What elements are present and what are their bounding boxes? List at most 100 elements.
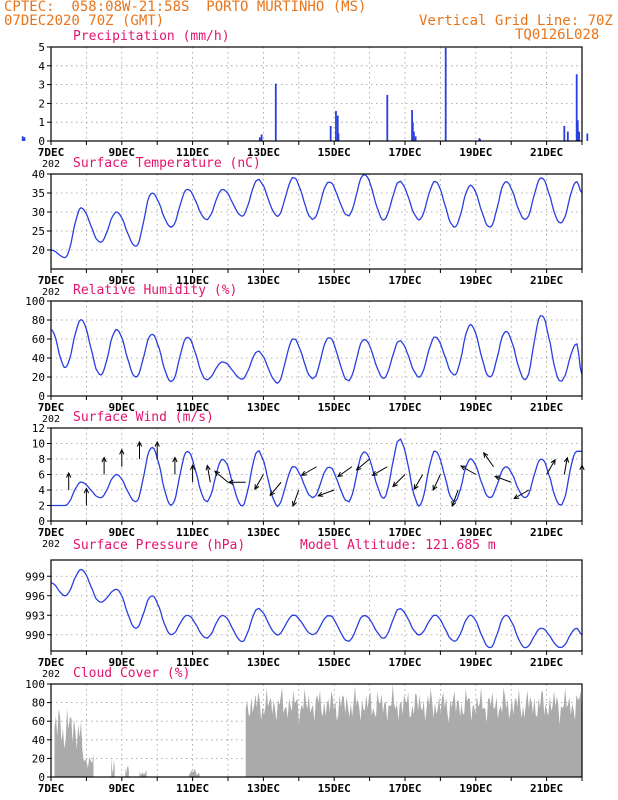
precip-bar	[586, 133, 589, 141]
header-grid-note: Vertical Grid Line: 70Z	[419, 13, 613, 29]
x-tick-label: 11DEC	[176, 526, 209, 539]
precip-bar	[336, 115, 339, 141]
x-tick-label: 13DEC	[247, 656, 280, 669]
x-tick-label: 11DEC	[176, 401, 209, 414]
x-tick-label: 21DEC	[530, 274, 563, 287]
panel-title: Relative Humidity (%)	[73, 283, 237, 298]
x-tick-label: 17DEC	[388, 526, 421, 539]
series-line	[50, 315, 583, 384]
wind-arrow	[318, 489, 335, 497]
x-tick-label: 7DEC	[38, 526, 65, 539]
wind-arrow	[413, 474, 424, 490]
wind-arrow-head	[172, 456, 178, 463]
y-tick-label: 4	[38, 484, 45, 497]
wind-arrow	[563, 457, 568, 475]
y-tick-label: 35	[32, 187, 45, 200]
precip-bar	[386, 94, 389, 141]
x-year-label: 202	[42, 669, 60, 680]
wind-arrow-head	[413, 484, 419, 491]
wind-arrow-head	[101, 456, 107, 463]
wind-arrow-head	[355, 465, 362, 471]
y-tick-label: 993	[25, 609, 45, 622]
x-tick-label: 13DEC	[247, 274, 280, 287]
wind-arrow	[301, 466, 317, 476]
cloud-cover-area	[189, 769, 200, 777]
wind-arrow-head	[451, 500, 457, 508]
precip-bar	[335, 110, 337, 141]
x-tick-label: 11DEC	[176, 656, 209, 669]
wind-arrow-head	[154, 440, 160, 447]
wind-arrow-head	[337, 471, 343, 478]
y-tick-label: 40	[32, 734, 45, 747]
wind-arrow-head	[371, 470, 378, 476]
y-tick-label: 80	[32, 697, 45, 710]
wind-arrow-head	[563, 456, 570, 463]
panel-title: Surface Pressure (hPa)	[73, 538, 245, 553]
y-tick-label: 30	[32, 206, 45, 219]
x-tick-label: 13DEC	[247, 146, 280, 159]
cloud-cover-area	[125, 765, 129, 777]
y-tick-label: 20	[32, 371, 45, 384]
panel-title: Surface Wind (m/s)	[73, 410, 214, 425]
wind-arrow-head	[66, 471, 72, 478]
x-tick-label: 9DEC	[109, 782, 136, 795]
panel-title: Surface Temperature (nC)	[73, 156, 261, 171]
x-tick-label: 21DEC	[530, 401, 563, 414]
wind-arrow	[460, 465, 477, 475]
wind-arrow-head	[483, 451, 489, 458]
x-tick-label: 9DEC	[109, 401, 136, 414]
x-tick-label: 7DEC	[38, 401, 65, 414]
y-tick-label: 100	[25, 295, 45, 308]
wind-arrow-head	[83, 487, 90, 494]
y-tick-label: 996	[25, 590, 45, 603]
y-tick-label: 999	[25, 570, 45, 583]
x-tick-label: 7DEC	[38, 782, 65, 795]
x-tick-label: 17DEC	[388, 274, 421, 287]
x-tick-label: 15DEC	[318, 656, 351, 669]
precip-bar	[258, 137, 261, 141]
x-tick-label: 21DEC	[530, 656, 563, 669]
x-tick-label: 15DEC	[318, 526, 351, 539]
wind-arrow-head	[432, 484, 438, 491]
model-altitude-annotation: Model Altitude: 121.685 m	[300, 538, 496, 553]
wind-arrow	[451, 489, 459, 507]
x-tick-label: 9DEC	[109, 146, 136, 159]
precip-bar	[578, 131, 581, 141]
wind-arrow-head	[460, 465, 467, 471]
y-tick-label: 990	[25, 629, 45, 642]
y-tick-label: 25	[32, 225, 45, 238]
wind-arrow	[214, 470, 229, 483]
precip-bar	[414, 136, 417, 141]
y-tick-label: 2	[38, 97, 45, 110]
wind-arrow-head	[494, 475, 501, 481]
wind-arrow-head	[214, 470, 220, 477]
x-tick-label: 9DEC	[109, 526, 136, 539]
wind-arrow	[337, 466, 353, 477]
x-tick-label: 19DEC	[459, 274, 492, 287]
y-tick-label: 60	[32, 333, 45, 346]
wind-arrow-head	[392, 481, 398, 488]
panel-2: Surface Temperature (nC) 20 25 30 35 40 7DEC 9D…	[32, 156, 583, 298]
x-tick-label: 19DEC	[459, 656, 492, 669]
y-tick-label: 40	[32, 352, 45, 365]
wind-arrow	[292, 489, 300, 507]
wind-arrow	[254, 474, 264, 490]
panel-frame	[50, 559, 583, 652]
x-tick-label: 7DEC	[38, 146, 65, 159]
x-tick-label: 9DEC	[109, 274, 136, 287]
wind-arrow-head	[317, 491, 324, 497]
x-tick-label: 21DEC	[530, 526, 563, 539]
x-tick-label: 17DEC	[388, 656, 421, 669]
precip-bar	[576, 120, 579, 141]
x-tick-label: 11DEC	[176, 274, 209, 287]
y-tick-label: 40	[32, 168, 45, 181]
y-tick-label: 100	[25, 678, 45, 691]
x-tick-label: 17DEC	[388, 146, 421, 159]
x-tick-label: 15DEC	[318, 401, 351, 414]
wind-arrow	[372, 466, 388, 476]
x-tick-label: 15DEC	[318, 146, 351, 159]
wind-arrow	[392, 474, 406, 487]
panel-frame	[50, 300, 583, 397]
